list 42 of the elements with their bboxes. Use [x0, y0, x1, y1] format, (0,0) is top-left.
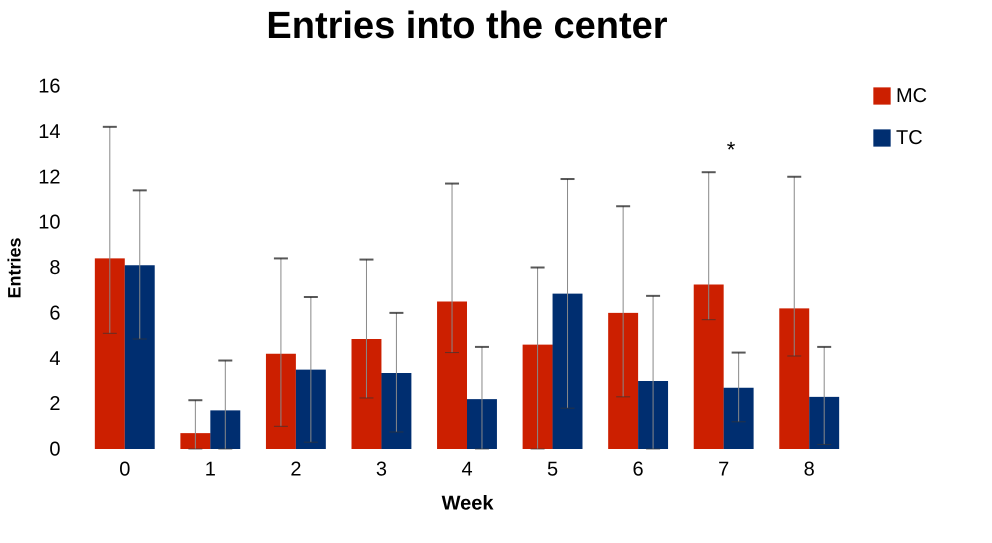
bar [638, 380, 668, 449]
y-tick-label: 6 [49, 302, 60, 324]
y-tick-label: 16 [38, 76, 60, 98]
y-tick-label: 8 [49, 257, 60, 279]
y-axis-title: Entries [4, 237, 24, 299]
y-tick-label: 10 [38, 212, 60, 234]
y-tick-label: 2 [49, 393, 60, 416]
bar [381, 372, 412, 449]
x-tick-label: 5 [546, 458, 558, 480]
y-tick-label: 14 [38, 120, 60, 143]
bar [180, 433, 210, 449]
legend-label: TC [896, 127, 923, 149]
bar [124, 265, 155, 449]
bar [608, 312, 638, 449]
x-tick-label: 3 [376, 458, 388, 480]
x-tick-label: 8 [804, 458, 815, 480]
bar [94, 258, 125, 449]
x-tick-label: 0 [119, 458, 130, 480]
bar [522, 344, 553, 449]
bar [809, 396, 840, 449]
y-tick-label: 4 [49, 348, 60, 370]
annotation: * [726, 137, 736, 162]
bar [552, 294, 582, 449]
legend-label: MC [896, 85, 928, 107]
bar [694, 284, 724, 449]
bar [266, 354, 296, 449]
chart-title: Entries into the center [266, 5, 668, 47]
bar [724, 388, 754, 449]
x-tick-label: 6 [632, 458, 644, 480]
bar [437, 302, 467, 449]
x-tick-label: 7 [718, 458, 730, 480]
x-tick-label: 4 [461, 458, 473, 480]
bar [779, 308, 810, 449]
bar [352, 338, 382, 449]
x-axis-title: Week [442, 492, 494, 514]
x-tick-label: 1 [204, 458, 216, 480]
bar [467, 399, 497, 449]
bar [210, 410, 240, 449]
bar [296, 370, 326, 449]
x-tick-label: 2 [290, 458, 302, 480]
y-tick-label: 0 [49, 438, 60, 460]
y-tick-label: 12 [38, 166, 60, 188]
